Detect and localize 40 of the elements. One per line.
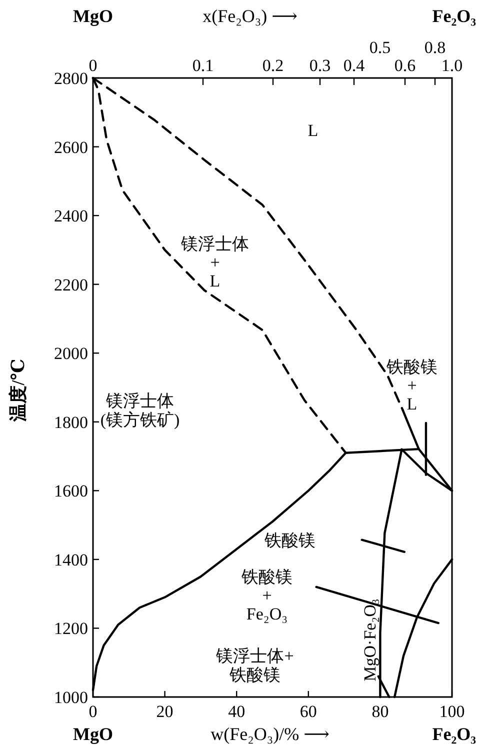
annotation: 镁浮士体+ 铁酸镁	[215, 646, 294, 684]
x-tick-label: 100	[439, 702, 465, 721]
text: 0	[88, 56, 98, 75]
x-tick-label: 40	[228, 702, 246, 721]
y-tick-label: 2000	[54, 344, 88, 364]
text: 0.4	[343, 56, 366, 75]
y-tick-label: 1200	[54, 619, 88, 638]
y-tick-label: 2400	[54, 206, 88, 226]
text: MgO	[73, 724, 113, 744]
text: 0.5	[369, 38, 391, 57]
text: Fe₂O₃	[432, 724, 477, 744]
text: 1.0	[441, 56, 463, 75]
x2-axis-title: x(Fe₂O₃) ⟶	[202, 6, 298, 26]
text: 0.8	[424, 38, 446, 57]
text: 0.3	[309, 56, 331, 75]
annotation: 铁酸镁 + L	[386, 357, 438, 414]
y-tick-label: 1400	[54, 550, 88, 570]
y-tick-label: 2800	[54, 69, 88, 88]
text: 0.2	[262, 56, 284, 75]
text: Fe₂O₃	[432, 6, 477, 26]
x-tick-label: 0	[88, 702, 98, 721]
text: 0.1	[192, 56, 214, 75]
y-axis-title: 温度/℃	[8, 358, 28, 422]
annotation: MgO·Fe₂O₃	[360, 598, 380, 682]
annotation: 镁浮士体 + L	[180, 234, 249, 291]
annotation: L	[308, 121, 318, 140]
y-tick-label: 1000	[54, 688, 88, 707]
text: 0.6	[394, 56, 416, 75]
x-tick-label: 60	[300, 702, 317, 721]
text: MgO	[73, 6, 113, 26]
y-tick-label: 2200	[54, 275, 88, 294]
x-tick-label: 80	[372, 702, 389, 721]
y-tick-label: 2600	[54, 138, 88, 157]
annotation: 镁浮士体 (镁方铁矿)	[100, 392, 180, 430]
annotation: 铁酸镁 + Fe₂O₃	[240, 567, 292, 624]
y-tick-label: 1800	[54, 412, 88, 432]
x-tick-label: 20	[156, 702, 174, 721]
y-tick-label: 1600	[54, 482, 88, 501]
x-axis-title: w(Fe₂O₃)/% ⟶	[210, 724, 330, 744]
annotation: 铁酸镁	[264, 531, 316, 550]
